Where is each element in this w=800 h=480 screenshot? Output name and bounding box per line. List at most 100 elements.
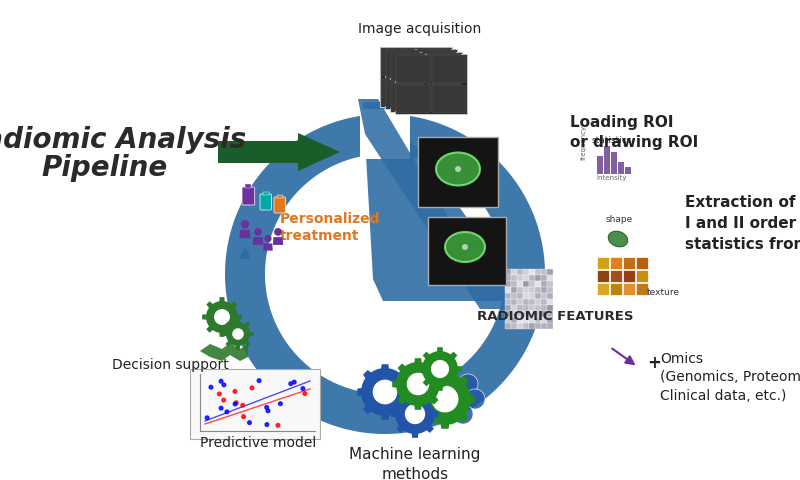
FancyBboxPatch shape xyxy=(523,312,529,317)
FancyBboxPatch shape xyxy=(505,300,510,305)
FancyBboxPatch shape xyxy=(511,293,517,299)
FancyBboxPatch shape xyxy=(390,53,462,113)
FancyBboxPatch shape xyxy=(517,288,522,293)
Polygon shape xyxy=(398,370,407,379)
Polygon shape xyxy=(219,298,225,302)
FancyBboxPatch shape xyxy=(547,281,553,287)
FancyBboxPatch shape xyxy=(263,192,269,195)
Polygon shape xyxy=(236,345,240,350)
Polygon shape xyxy=(470,395,474,404)
Polygon shape xyxy=(398,405,407,414)
FancyBboxPatch shape xyxy=(523,293,529,299)
Circle shape xyxy=(419,373,471,425)
FancyBboxPatch shape xyxy=(517,281,522,287)
FancyBboxPatch shape xyxy=(611,153,617,175)
Polygon shape xyxy=(358,388,362,396)
Point xyxy=(218,396,230,404)
FancyBboxPatch shape xyxy=(636,270,648,282)
FancyBboxPatch shape xyxy=(547,269,553,275)
FancyBboxPatch shape xyxy=(274,198,286,214)
Point xyxy=(201,414,214,422)
FancyBboxPatch shape xyxy=(597,283,609,295)
FancyBboxPatch shape xyxy=(517,305,522,311)
Point xyxy=(221,408,234,416)
Point xyxy=(214,405,227,412)
Text: Loading ROI
or drawing ROI: Loading ROI or drawing ROI xyxy=(570,115,698,149)
FancyBboxPatch shape xyxy=(523,281,529,287)
Polygon shape xyxy=(206,326,214,333)
Polygon shape xyxy=(244,322,250,328)
Polygon shape xyxy=(244,340,250,347)
Polygon shape xyxy=(363,370,372,379)
FancyBboxPatch shape xyxy=(597,270,609,282)
FancyBboxPatch shape xyxy=(623,257,635,269)
Polygon shape xyxy=(414,405,422,410)
FancyBboxPatch shape xyxy=(529,317,534,323)
FancyBboxPatch shape xyxy=(529,269,534,275)
FancyBboxPatch shape xyxy=(541,293,546,299)
FancyBboxPatch shape xyxy=(535,317,541,323)
FancyBboxPatch shape xyxy=(535,312,541,317)
FancyBboxPatch shape xyxy=(541,324,546,329)
FancyBboxPatch shape xyxy=(529,288,534,293)
FancyBboxPatch shape xyxy=(517,276,522,281)
Polygon shape xyxy=(414,359,422,363)
Polygon shape xyxy=(396,396,404,403)
FancyBboxPatch shape xyxy=(385,50,457,110)
Polygon shape xyxy=(363,405,372,414)
FancyBboxPatch shape xyxy=(523,288,529,293)
FancyBboxPatch shape xyxy=(511,324,517,329)
Text: Predictive model: Predictive model xyxy=(200,435,316,449)
FancyBboxPatch shape xyxy=(396,56,430,84)
Circle shape xyxy=(226,323,250,346)
FancyBboxPatch shape xyxy=(427,84,461,112)
Point xyxy=(230,399,242,407)
FancyBboxPatch shape xyxy=(623,283,635,295)
Circle shape xyxy=(462,244,468,251)
FancyBboxPatch shape xyxy=(505,293,510,299)
Circle shape xyxy=(213,309,231,326)
Polygon shape xyxy=(253,238,263,245)
FancyBboxPatch shape xyxy=(604,147,610,175)
Point xyxy=(236,402,249,409)
FancyBboxPatch shape xyxy=(523,324,529,329)
Ellipse shape xyxy=(436,153,480,186)
FancyBboxPatch shape xyxy=(541,317,546,323)
Circle shape xyxy=(453,404,473,424)
Point xyxy=(213,390,226,398)
FancyBboxPatch shape xyxy=(190,369,320,439)
Polygon shape xyxy=(459,376,469,385)
FancyBboxPatch shape xyxy=(391,84,425,112)
Circle shape xyxy=(422,351,458,387)
FancyBboxPatch shape xyxy=(505,317,510,323)
Text: Decision support: Decision support xyxy=(112,357,228,371)
FancyBboxPatch shape xyxy=(427,54,461,82)
Circle shape xyxy=(231,328,245,341)
FancyBboxPatch shape xyxy=(395,55,467,115)
Polygon shape xyxy=(411,390,418,396)
Circle shape xyxy=(465,389,485,409)
FancyBboxPatch shape xyxy=(511,269,517,275)
Polygon shape xyxy=(226,340,232,347)
FancyBboxPatch shape xyxy=(636,283,648,295)
FancyBboxPatch shape xyxy=(517,269,522,275)
FancyBboxPatch shape xyxy=(432,56,466,84)
FancyBboxPatch shape xyxy=(517,324,522,329)
FancyBboxPatch shape xyxy=(517,293,522,299)
Polygon shape xyxy=(218,134,340,172)
Point xyxy=(274,400,286,408)
FancyBboxPatch shape xyxy=(505,312,510,317)
FancyBboxPatch shape xyxy=(505,269,510,275)
Point xyxy=(271,421,284,429)
Text: Extraction of
I and II order
statistics from ROI: Extraction of I and II order statistics … xyxy=(685,194,800,252)
FancyBboxPatch shape xyxy=(380,48,452,108)
Polygon shape xyxy=(206,301,214,309)
Polygon shape xyxy=(437,348,443,352)
FancyBboxPatch shape xyxy=(535,305,541,311)
FancyBboxPatch shape xyxy=(242,188,254,205)
FancyBboxPatch shape xyxy=(541,305,546,311)
FancyBboxPatch shape xyxy=(623,270,635,282)
Point xyxy=(298,390,311,397)
Point xyxy=(288,379,301,386)
Polygon shape xyxy=(450,352,458,360)
